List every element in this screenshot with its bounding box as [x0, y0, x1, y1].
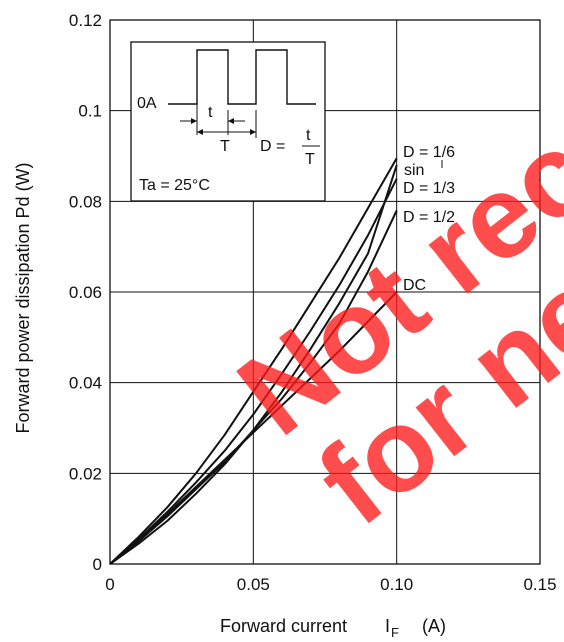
inset-temperature: Ta = 25°C	[139, 177, 210, 194]
y-tick-label: 0.02	[69, 464, 102, 483]
y-tick-labels: 0 0.02 0.04 0.06 0.08 0.1 0.12	[69, 11, 102, 574]
inset-T-label: T	[220, 138, 230, 155]
series-label-sin: sin	[404, 162, 424, 179]
inset-t-label: t	[208, 104, 213, 121]
t-arrow-head	[191, 118, 197, 124]
x-axis-label: Forward current	[220, 616, 347, 636]
inset-box: 0A t T D = t T Ta = 25°C	[130, 41, 326, 202]
y-tick-label: 0.06	[69, 283, 102, 302]
y-tick-label: 0.12	[69, 11, 102, 30]
y-tick-label: 0.08	[69, 192, 102, 211]
series-label-d16: D = 1/6	[403, 144, 455, 161]
x-tick-labels: 0 0.05 0.10 0.15	[105, 575, 556, 594]
T-arrow-head-right	[250, 129, 256, 135]
y-axis-label: Forward power dissipation Pd (W)	[13, 162, 33, 433]
T-arrow-head-left	[197, 129, 203, 135]
y-tick-label: 0	[93, 555, 102, 574]
series-line-2	[109, 178, 398, 565]
x-axis-symbol: I	[385, 616, 390, 636]
x-tick-label: 0	[105, 575, 114, 594]
duty-prefix: D =	[260, 138, 285, 155]
duty-denominator: T	[305, 151, 315, 168]
x-tick-label: 0.10	[380, 575, 413, 594]
duty-numerator: t	[306, 127, 311, 144]
series-label-d12: D = 1/2	[403, 209, 455, 226]
plot-area	[109, 19, 541, 565]
x-axis-title: Forward current I F (A)	[220, 616, 446, 640]
y-tick-label: 0.1	[78, 102, 102, 121]
x-axis-subscript: F	[391, 625, 399, 640]
series-line-3	[109, 209, 398, 565]
series-label-dc: DC	[403, 277, 426, 294]
x-tick-label: 0.05	[237, 575, 270, 594]
inset-zero-label: 0A	[137, 95, 157, 112]
pulse-waveform	[168, 49, 316, 105]
series-label-d13: D = 1/3	[403, 180, 455, 197]
series-line-0	[109, 157, 398, 565]
x-tick-label: 0.15	[523, 575, 556, 594]
x-axis-unit: (A)	[422, 616, 446, 636]
series-line-4	[109, 291, 398, 565]
series-lines	[109, 157, 398, 565]
y-tick-label: 0.04	[69, 374, 102, 393]
series-labels: D = 1/6 sin D = 1/3 D = 1/2 DC	[403, 144, 455, 294]
